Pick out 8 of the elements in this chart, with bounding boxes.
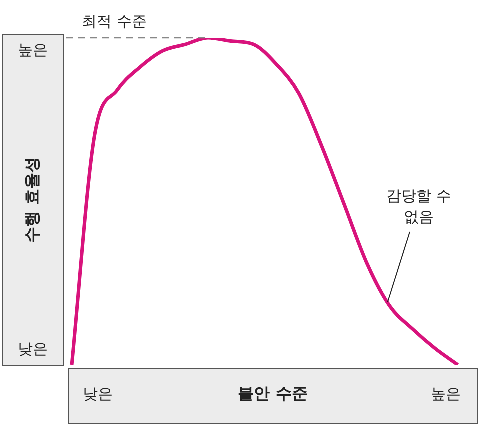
text: 높은 bbox=[431, 385, 461, 404]
text: 낮은 bbox=[17, 340, 49, 359]
text: 낮은 bbox=[83, 385, 113, 404]
y-axis-title: 수행 효율성 bbox=[22, 157, 42, 243]
ref-line-label: 최적 수준 bbox=[82, 12, 147, 30]
text: 높은 bbox=[17, 41, 49, 60]
annotation: 감당할 수 없음 bbox=[386, 186, 452, 228]
x-axis-title: 불안 수준 bbox=[238, 384, 308, 405]
